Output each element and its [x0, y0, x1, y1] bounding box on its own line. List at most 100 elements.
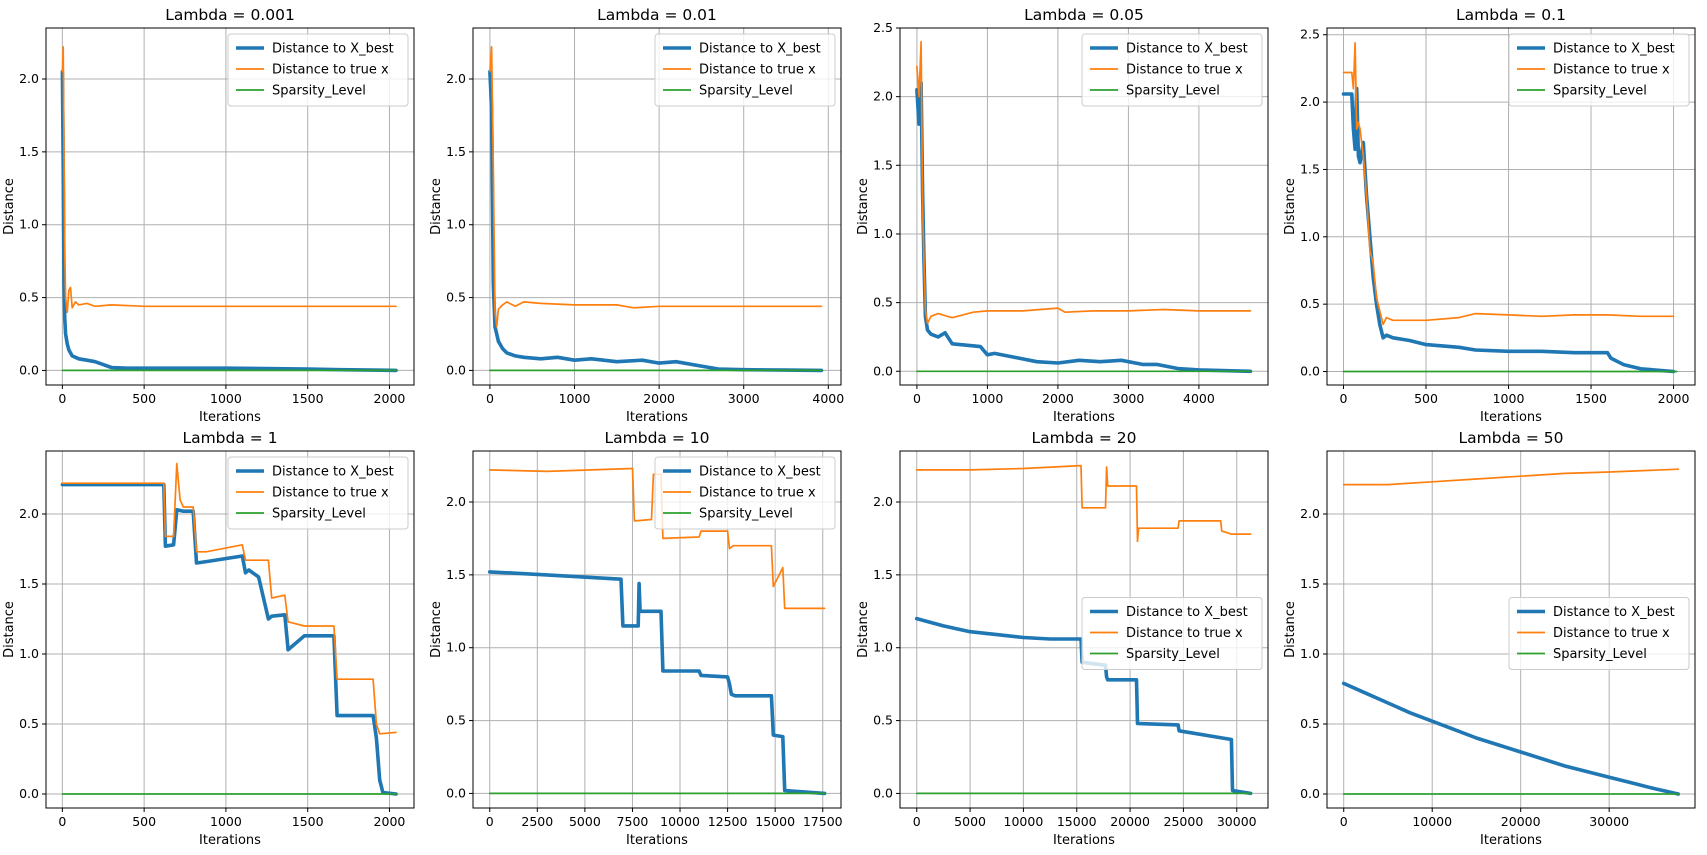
- x-tick-label: 25000: [1164, 814, 1204, 829]
- x-axis-label: Iterations: [1053, 410, 1115, 425]
- x-axis-label: Iterations: [199, 410, 261, 425]
- legend-box: [1081, 33, 1263, 107]
- subplot-title: Lambda = 0.1: [1456, 6, 1566, 24]
- y-tick-label: 0.5: [1300, 296, 1320, 311]
- y-tick-label: 0.0: [446, 785, 466, 800]
- legend-label: Distance to true x: [1553, 626, 1670, 641]
- x-tick-label: 1000: [210, 391, 242, 406]
- x-tick-label: 500: [1414, 391, 1438, 406]
- legend-label: Distance to X_best: [699, 42, 821, 57]
- subplot-6: 0 2500 5000 7500 10000 12500 15000 17500 0.0 0.5 1…: [429, 429, 843, 848]
- x-axis-label: Iterations: [1053, 833, 1115, 848]
- x-tick-label: 1000: [210, 814, 242, 829]
- legend-label: Sparsity_Level: [272, 84, 366, 99]
- axes-frame: [472, 27, 842, 386]
- y-tick-label: 1.5: [873, 157, 893, 172]
- y-axis-label: Distance: [429, 601, 444, 658]
- series-line-2: [61, 462, 397, 735]
- subplot-title: Lambda = 10: [605, 429, 710, 447]
- x-tick-label: 1000: [972, 391, 1004, 406]
- series-line-2: [1342, 468, 1680, 486]
- x-axis-label: Iterations: [626, 410, 688, 425]
- legend-label: Distance to X_best: [1553, 42, 1675, 57]
- y-tick-label: 0.0: [873, 363, 893, 378]
- y-tick-label: 0.5: [1300, 716, 1320, 731]
- y-tick-label: 1.0: [19, 646, 39, 661]
- legend-label: Sparsity_Level: [1553, 647, 1647, 662]
- subplot-3: 0 1000 2000 3000 4000 0.0 0.5 1.0 1.5 2.0 2.5 Lambd…: [856, 6, 1269, 425]
- legend-box: [1508, 33, 1690, 107]
- plot-area: [914, 464, 1253, 796]
- x-tick-label: 1500: [292, 391, 324, 406]
- x-tick-label: 2000: [374, 391, 406, 406]
- legend-label: Sparsity_Level: [1553, 84, 1647, 99]
- y-tick-label: 1.5: [446, 144, 466, 159]
- y-axis-label: Distance: [2, 178, 17, 235]
- legend-box: [1081, 597, 1263, 670]
- legend-label: Sparsity_Level: [699, 507, 793, 522]
- y-axis-label: Distance: [2, 601, 17, 658]
- legend-label: Distance to true x: [699, 486, 816, 501]
- series-line-1: [60, 69, 398, 373]
- plot-area: [60, 46, 398, 373]
- legend-label: Distance to X_best: [1126, 605, 1248, 620]
- y-tick-label: 2.0: [446, 71, 466, 86]
- legend-box: [654, 456, 836, 530]
- x-tick-label: 0: [486, 814, 494, 829]
- x-tick-label: 15000: [755, 814, 795, 829]
- series-line-1: [488, 69, 824, 373]
- series-line-1: [1341, 86, 1676, 374]
- y-tick-label: 1.5: [1300, 576, 1320, 591]
- x-tick-label: 3000: [1113, 391, 1145, 406]
- legend-label: Distance to true x: [1126, 63, 1243, 78]
- series-line-2: [488, 467, 826, 610]
- y-tick-label: 1.0: [873, 640, 893, 655]
- subplot-1: 0 500 1000 1500 2000 0.0 0.5 1.0 1.5 2.0 Lambda = …: [2, 6, 415, 425]
- y-tick-label: 1.0: [446, 640, 466, 655]
- y-axis-label: Distance: [856, 178, 871, 235]
- x-tick-label: 5000: [569, 814, 601, 829]
- x-tick-label: 3000: [728, 391, 760, 406]
- y-tick-label: 0.5: [19, 716, 39, 731]
- x-tick-label: 0: [913, 391, 921, 406]
- legend-label: Distance to X_best: [1126, 42, 1248, 57]
- series-line-2: [915, 464, 1252, 543]
- axes-frame: [45, 450, 415, 809]
- x-tick-label: 2000: [643, 391, 675, 406]
- legend-label: Distance to X_best: [272, 42, 394, 57]
- x-tick-label: 500: [132, 391, 156, 406]
- x-tick-label: 2000: [1658, 391, 1690, 406]
- y-tick-label: 1.0: [1300, 646, 1320, 661]
- plot-area: [60, 462, 398, 796]
- x-tick-label: 5000: [954, 814, 986, 829]
- series-line-2: [61, 46, 397, 313]
- legend-label: Sparsity_Level: [272, 507, 366, 522]
- y-tick-label: 0.0: [19, 362, 39, 377]
- x-tick-label: 17500: [803, 814, 843, 829]
- subplot-5: 0 500 1000 1500 2000 0.0 0.5 1.0 1.5 2.0 Lambda = …: [2, 429, 415, 848]
- x-tick-label: 0: [58, 814, 66, 829]
- x-tick-label: 0: [58, 391, 66, 406]
- plot-area: [1341, 41, 1678, 374]
- x-tick-label: 1500: [292, 814, 324, 829]
- axes-frame: [45, 27, 415, 386]
- y-axis-label: Distance: [856, 601, 871, 658]
- axes-frame: [1326, 450, 1696, 809]
- series-line-2: [489, 46, 823, 328]
- series-line-1: [487, 570, 827, 796]
- x-tick-label: 20000: [1110, 814, 1150, 829]
- series-line-2: [916, 40, 1252, 325]
- legend-box: [1508, 597, 1690, 670]
- y-tick-label: 2.0: [873, 494, 893, 509]
- y-tick-label: 2.0: [873, 89, 893, 104]
- x-tick-label: 4000: [1183, 391, 1215, 406]
- x-axis-label: Iterations: [1480, 410, 1542, 425]
- y-tick-label: 1.5: [446, 567, 466, 582]
- x-tick-label: 30000: [1217, 814, 1257, 829]
- y-tick-label: 0.5: [873, 713, 893, 728]
- legend: Distance to X_best Distance to true x Spar…: [1508, 597, 1690, 670]
- plot-area: [487, 467, 827, 796]
- y-tick-label: 2.5: [1300, 27, 1320, 42]
- y-tick-label: 1.5: [1300, 161, 1320, 176]
